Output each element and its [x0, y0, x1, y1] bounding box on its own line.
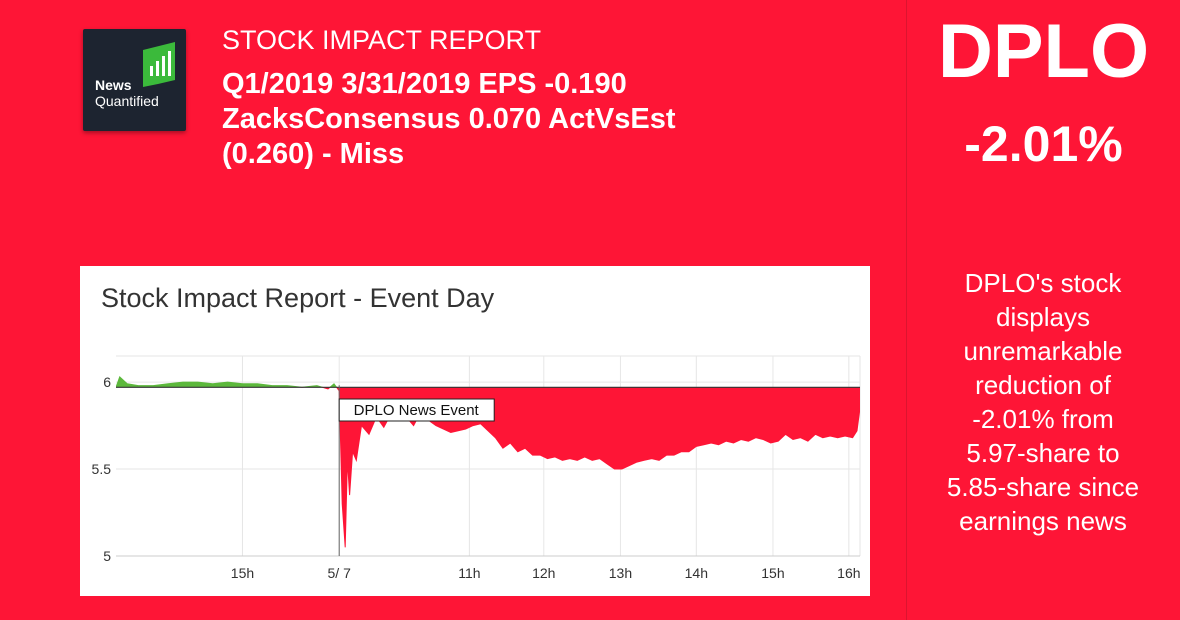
summary-line: earnings news — [959, 506, 1127, 536]
summary-line: reduction of — [975, 370, 1111, 400]
price-area-loss — [322, 387, 860, 548]
impact-summary: DPLO's stock displays unremarkable reduc… — [920, 266, 1166, 538]
price-area-gain — [116, 376, 860, 388]
event-annotation-box — [338, 398, 495, 422]
news-quantified-logo: News Quantified — [83, 29, 186, 131]
price-change-percent: -2.01% — [964, 116, 1123, 172]
summary-line: -2.01% from — [972, 404, 1114, 434]
event-annotation-label: DPLO News Event — [354, 402, 480, 419]
x-tick-label: 12h — [532, 565, 555, 581]
price-line-loss — [116, 387, 860, 548]
x-tick-label: 13h — [609, 565, 632, 581]
x-tick-label: 15h — [761, 565, 784, 581]
report-label: STOCK IMPACT REPORT — [222, 25, 542, 55]
sidebar-divider — [906, 0, 907, 620]
x-tick-label: 11h — [458, 565, 480, 581]
chart-card: Stock Impact Report - Event Day 6 5.5 5 15h… — [80, 266, 870, 596]
logo-word-news: News — [95, 77, 132, 93]
summary-line: DPLO's stock — [964, 268, 1122, 298]
headline-line: (0.260) - Miss — [222, 138, 405, 170]
summary-line: 5.85-share since — [946, 472, 1140, 502]
event-day-chart: 6 5.5 5 15h 5/ 7 11h 12h 13h 14h 15h 16h DPLO News … — [92, 355, 861, 581]
bar-chart-icon — [143, 42, 175, 87]
x-tick-label: 14h — [685, 565, 708, 581]
earnings-headline: Q1/2019 3/31/2019 EPS -0.190 ZacksConsen… — [222, 67, 862, 172]
x-tick-label: 15h — [231, 565, 254, 581]
x-tick-label: 5/ 7 — [328, 565, 352, 581]
headline-line: Q1/2019 3/31/2019 EPS -0.190 — [222, 68, 627, 100]
y-tick-label: 5 — [103, 548, 111, 564]
logo-word-quantified: Quantified — [95, 93, 159, 109]
summary-line: 5.97-share to — [966, 438, 1120, 468]
x-tick-label: 16h — [837, 565, 860, 581]
ticker-symbol: DPLO — [937, 9, 1150, 94]
y-tick-label: 5.5 — [92, 461, 112, 477]
chart-title: Stock Impact Report - Event Day — [101, 283, 495, 313]
y-tick-label: 6 — [103, 374, 111, 390]
summary-line: unremarkable — [963, 336, 1123, 366]
headline-line: ZacksConsensus 0.070 ActVsEst — [222, 103, 676, 135]
summary-line: displays — [996, 302, 1090, 332]
